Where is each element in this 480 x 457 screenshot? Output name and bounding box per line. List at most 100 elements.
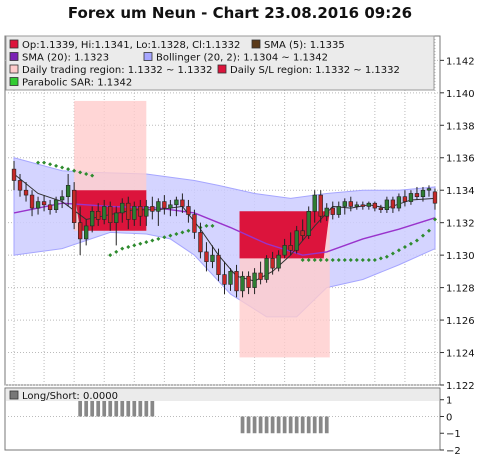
candle-body xyxy=(336,206,341,215)
candle-body xyxy=(198,232,203,253)
candle-body xyxy=(108,206,113,223)
sar-dot xyxy=(402,245,407,250)
long-short-bar xyxy=(120,399,125,417)
sar-dot xyxy=(432,217,437,222)
candle-body xyxy=(432,191,438,204)
sar-dot xyxy=(114,249,119,254)
sar-dot xyxy=(156,236,161,241)
long-short-bar xyxy=(324,416,329,434)
sub-y-tick-label: −1 xyxy=(446,429,461,440)
candle-body xyxy=(204,251,209,262)
long-short-bar xyxy=(318,416,323,434)
sar-dot xyxy=(306,258,311,263)
candle-body xyxy=(240,275,245,292)
sar-dot xyxy=(78,170,83,175)
candle-body xyxy=(156,201,161,212)
legend-swatch xyxy=(9,52,19,61)
sar-dot xyxy=(42,160,47,165)
sub-y-tick-label: 0 xyxy=(446,412,452,423)
candle-body xyxy=(264,258,269,280)
sar-dot xyxy=(204,223,209,228)
long-short-bar xyxy=(282,416,287,434)
candle-body xyxy=(144,206,149,217)
sar-dot xyxy=(378,256,383,261)
sar-dot xyxy=(162,235,167,240)
sub-legend-box xyxy=(6,389,439,401)
y-tick-label: 1.124 xyxy=(446,349,475,360)
sub-legend-label: Long/Short: 0.0000 xyxy=(22,391,118,402)
candle-body xyxy=(102,206,107,220)
sub-y-tick-label: −2 xyxy=(446,446,461,457)
candle-body xyxy=(288,245,293,251)
candle-body xyxy=(294,230,299,251)
sar-dot xyxy=(318,258,323,263)
candle-body xyxy=(270,258,275,269)
candle-body xyxy=(210,254,215,262)
legend-swatch xyxy=(143,52,153,61)
candle-body xyxy=(300,230,305,236)
candle-body xyxy=(354,204,359,207)
candle-body xyxy=(138,206,143,217)
candle-body xyxy=(180,199,185,207)
candle-body xyxy=(216,254,221,275)
sar-dot xyxy=(420,233,425,238)
long-short-bar xyxy=(132,399,137,417)
sar-dot xyxy=(54,163,59,168)
sub-y-tick-label: 1 xyxy=(446,396,452,407)
sar-dot xyxy=(48,162,53,167)
sar-dot xyxy=(414,238,419,243)
candle-body xyxy=(408,193,414,202)
legend-item: Daily trading region: 1.1332 ~ 1.1332 xyxy=(22,65,213,76)
legend-box xyxy=(5,35,435,91)
sar-dot xyxy=(150,238,155,243)
y-tick-label: 1.134 xyxy=(446,186,475,197)
sma20-line xyxy=(13,202,436,256)
candle-body xyxy=(234,271,239,292)
long-short-bar xyxy=(258,416,263,434)
sar-dot xyxy=(90,173,95,178)
candle-body xyxy=(47,204,53,210)
long-short-bar xyxy=(276,416,281,434)
sar-dot xyxy=(186,228,191,233)
sar-dot xyxy=(426,228,431,233)
chart-title: Forex um Neun - Chart 23.08.2016 09:26 xyxy=(67,4,413,22)
long-short-bar xyxy=(78,399,83,417)
candle-body xyxy=(252,272,257,288)
candle-body xyxy=(186,206,191,215)
legend-item: Daily S/L region: 1.1332 ~ 1.1332 xyxy=(230,65,400,76)
sar-dot xyxy=(210,223,215,228)
long-short-bar xyxy=(108,399,113,417)
candle-body xyxy=(348,201,353,207)
sar-dot xyxy=(390,251,395,256)
candle-body xyxy=(306,211,311,236)
sar-dot xyxy=(36,160,41,165)
sar-dot xyxy=(372,258,377,263)
long-short-bar xyxy=(150,399,155,417)
sar-dot xyxy=(300,258,305,263)
long-short-bar xyxy=(294,416,299,434)
candle-body xyxy=(396,196,402,209)
legend-swatch xyxy=(251,39,261,49)
candle-body xyxy=(150,206,155,212)
candle-body xyxy=(162,201,167,209)
long-short-bar xyxy=(90,399,95,417)
sar-dot xyxy=(66,167,71,172)
legend-swatch xyxy=(217,64,227,74)
candle-body xyxy=(318,194,323,217)
candle-body xyxy=(77,222,83,240)
legend-item: Bollinger (20, 2): 1.1304 ~ 1.1342 xyxy=(156,53,328,64)
candle-body xyxy=(96,211,101,220)
candle-body xyxy=(114,212,119,223)
candle-body xyxy=(65,185,71,198)
y-tick-label: 1.136 xyxy=(446,154,475,165)
legend-item: Parabolic SAR: 1.1342 xyxy=(22,78,132,89)
candle-body xyxy=(126,202,131,220)
sar-dot xyxy=(408,241,413,246)
sar-dot xyxy=(312,258,317,263)
candle-body xyxy=(378,207,384,210)
sar-dot xyxy=(330,258,335,263)
candle-body xyxy=(59,196,65,201)
long-short-bar xyxy=(114,399,119,417)
sar-dot xyxy=(72,168,77,173)
sar-dot xyxy=(168,233,173,238)
